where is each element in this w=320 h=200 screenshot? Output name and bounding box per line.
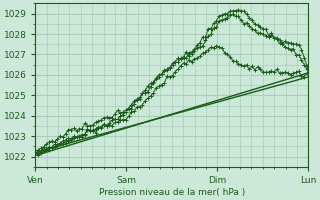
X-axis label: Pression niveau de la mer( hPa ): Pression niveau de la mer( hPa ) [99, 188, 245, 197]
